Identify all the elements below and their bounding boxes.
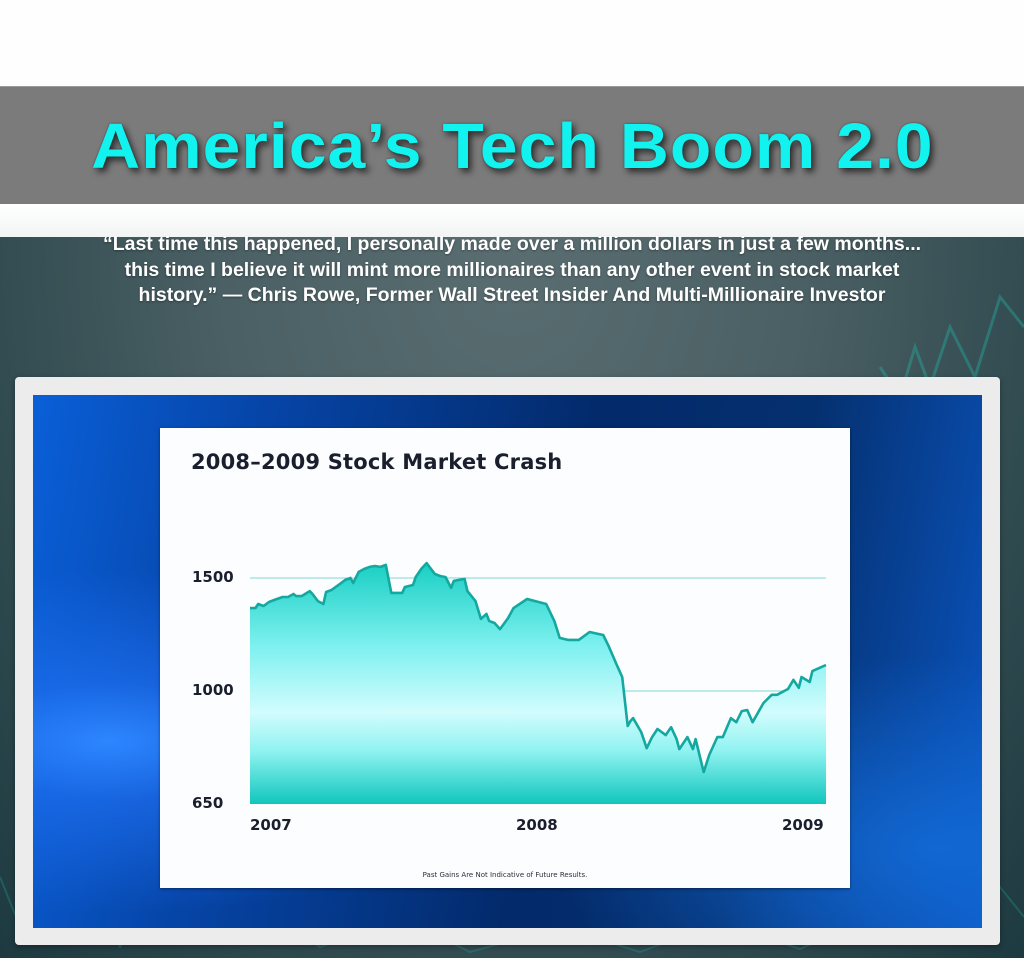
y-tick-label: 650 [192,794,224,812]
data-line [250,561,827,774]
y-tick-label: 1500 [192,568,234,586]
top-whitespace [0,0,1024,86]
y-tick-label: 1000 [192,681,234,699]
divider-strip [0,204,1024,237]
chart-card: 2008–2009 Stock Market Crash 1500 1000 6… [160,428,850,888]
page-title: America’s Tech Boom 2.0 [90,110,934,182]
x-tick-label: 2008 [516,816,558,834]
area-chart-plot [250,561,827,804]
title-banner: America’s Tech Boom 2.0 [0,86,1024,205]
chart-title: 2008–2009 Stock Market Crash [191,450,563,474]
disclaimer-text: Past Gains Are Not Indicative of Future … [422,871,588,879]
x-tick-label: 2007 [250,816,292,834]
x-tick-label: 2009 [782,816,824,834]
area-fill [250,563,826,804]
testimonial-quote: “Last time this happened, I personally m… [102,233,922,306]
